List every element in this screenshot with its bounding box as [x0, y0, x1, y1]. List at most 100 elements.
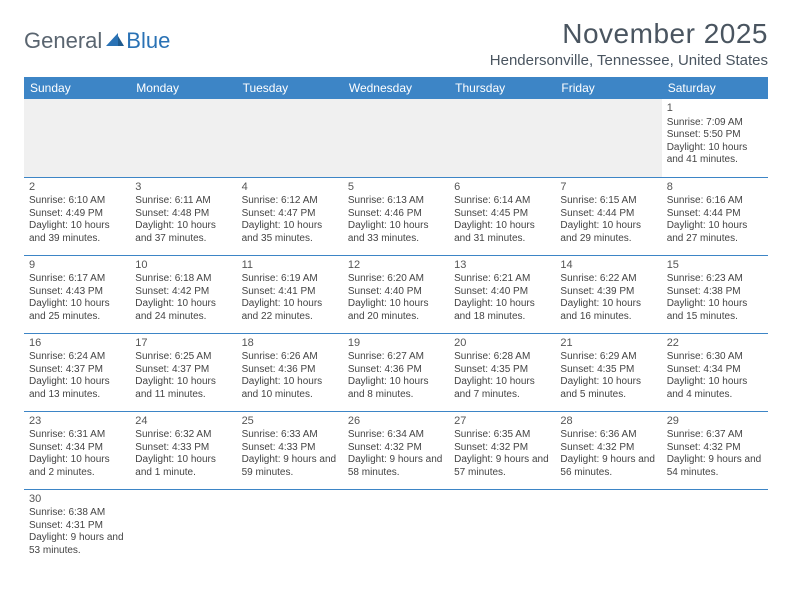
day-sunrise: Sunrise: 6:25 AM [135, 351, 231, 364]
calendar-cell: 9Sunrise: 6:17 AMSunset: 4:43 PMDaylight… [24, 255, 130, 333]
day-sunrise: Sunrise: 6:36 AM [560, 429, 656, 442]
day-daylight: Daylight: 10 hours and 5 minutes. [560, 376, 656, 401]
day-daylight: Daylight: 10 hours and 16 minutes. [560, 298, 656, 323]
day-sunset: Sunset: 4:37 PM [29, 364, 125, 377]
day-daylight: Daylight: 10 hours and 29 minutes. [560, 220, 656, 245]
day-daylight: Daylight: 10 hours and 20 minutes. [348, 298, 444, 323]
weekday-header: Friday [555, 77, 661, 99]
calendar-cell: 27Sunrise: 6:35 AMSunset: 4:32 PMDayligh… [449, 411, 555, 489]
day-sunrise: Sunrise: 6:13 AM [348, 195, 444, 208]
day-daylight: Daylight: 10 hours and 18 minutes. [454, 298, 550, 323]
day-sunset: Sunset: 5:50 PM [667, 129, 763, 142]
day-daylight: Daylight: 9 hours and 59 minutes. [242, 454, 338, 479]
day-sunrise: Sunrise: 6:19 AM [242, 273, 338, 286]
day-sunrise: Sunrise: 6:37 AM [667, 429, 763, 442]
day-sunset: Sunset: 4:48 PM [135, 208, 231, 221]
calendar-row: 2Sunrise: 6:10 AMSunset: 4:49 PMDaylight… [24, 177, 768, 255]
page-header: General Blue November 2025 Hendersonvill… [24, 18, 768, 69]
calendar-cell: 1Sunrise: 7:09 AMSunset: 5:50 PMDaylight… [662, 99, 768, 177]
location-text: Hendersonville, Tennessee, United States [490, 52, 768, 69]
day-sunset: Sunset: 4:44 PM [560, 208, 656, 221]
day-daylight: Daylight: 10 hours and 37 minutes. [135, 220, 231, 245]
calendar-cell: 29Sunrise: 6:37 AMSunset: 4:32 PMDayligh… [662, 411, 768, 489]
day-number: 19 [348, 337, 444, 351]
calendar-cell: 16Sunrise: 6:24 AMSunset: 4:37 PMDayligh… [24, 333, 130, 411]
calendar-table: Sunday Monday Tuesday Wednesday Thursday… [24, 77, 768, 567]
day-number: 2 [29, 181, 125, 195]
day-number: 29 [667, 415, 763, 429]
calendar-cell: 10Sunrise: 6:18 AMSunset: 4:42 PMDayligh… [130, 255, 236, 333]
calendar-cell [130, 489, 236, 567]
day-number: 18 [242, 337, 338, 351]
day-sunset: Sunset: 4:34 PM [667, 364, 763, 377]
day-daylight: Daylight: 10 hours and 4 minutes. [667, 376, 763, 401]
calendar-cell: 21Sunrise: 6:29 AMSunset: 4:35 PMDayligh… [555, 333, 661, 411]
day-sunrise: Sunrise: 6:26 AM [242, 351, 338, 364]
calendar-cell: 5Sunrise: 6:13 AMSunset: 4:46 PMDaylight… [343, 177, 449, 255]
calendar-row: 30Sunrise: 6:38 AMSunset: 4:31 PMDayligh… [24, 489, 768, 567]
calendar-cell: 12Sunrise: 6:20 AMSunset: 4:40 PMDayligh… [343, 255, 449, 333]
calendar-row: 23Sunrise: 6:31 AMSunset: 4:34 PM Dayligh… [24, 411, 768, 489]
day-sunset: Sunset: 4:34 PM [29, 442, 125, 455]
day-number: 7 [560, 181, 656, 195]
day-sunrise: Sunrise: 6:15 AM [560, 195, 656, 208]
day-sunset: Sunset: 4:32 PM [454, 442, 550, 455]
day-sunset: Sunset: 4:32 PM [667, 442, 763, 455]
day-daylight: Daylight: 10 hours and 22 minutes. [242, 298, 338, 323]
day-sunrise: Sunrise: 6:31 AM [29, 429, 125, 442]
day-number: 13 [454, 259, 550, 273]
day-sunrise: Sunrise: 6:17 AM [29, 273, 125, 286]
day-daylight: Daylight: 10 hours and 13 minutes. [29, 376, 125, 401]
day-sunset: Sunset: 4:49 PM [29, 208, 125, 221]
day-sunset: Sunset: 4:35 PM [454, 364, 550, 377]
day-sunrise: Sunrise: 6:24 AM [29, 351, 125, 364]
day-sunset: Sunset: 4:33 PM [135, 442, 231, 455]
day-sunrise: Sunrise: 6:22 AM [560, 273, 656, 286]
day-sunset: Sunset: 4:32 PM [560, 442, 656, 455]
calendar-cell: 23Sunrise: 6:31 AMSunset: 4:34 PMDayligh… [24, 411, 130, 489]
day-sunset: Sunset: 4:37 PM [135, 364, 231, 377]
day-sunset: Sunset: 4:33 PM [242, 442, 338, 455]
day-sunrise: Sunrise: 6:33 AM [242, 429, 338, 442]
day-sunset: Sunset: 4:40 PM [454, 286, 550, 299]
day-sunrise: Sunrise: 6:29 AM [560, 351, 656, 364]
day-sunset: Sunset: 4:35 PM [560, 364, 656, 377]
day-sunrise: Sunrise: 6:12 AM [242, 195, 338, 208]
day-number: 1 [667, 102, 763, 116]
calendar-cell [237, 489, 343, 567]
logo: General Blue [24, 28, 170, 54]
calendar-cell: 17Sunrise: 6:25 AMSunset: 4:37 PMDayligh… [130, 333, 236, 411]
day-daylight: Daylight: 10 hours and 24 minutes. [135, 298, 231, 323]
day-number: 3 [135, 181, 231, 195]
day-sunset: Sunset: 4:32 PM [348, 442, 444, 455]
calendar-cell: 19Sunrise: 6:27 AMSunset: 4:36 PMDayligh… [343, 333, 449, 411]
day-number: 4 [242, 181, 338, 195]
day-number: 21 [560, 337, 656, 351]
weekday-header: Wednesday [343, 77, 449, 99]
day-daylight: Daylight: 10 hours and 1 minute. [135, 454, 231, 479]
day-number: 9 [29, 259, 125, 273]
day-sunset: Sunset: 4:44 PM [667, 208, 763, 221]
calendar-row: 1Sunrise: 7:09 AMSunset: 5:50 PMDaylight… [24, 99, 768, 177]
day-number: 22 [667, 337, 763, 351]
calendar-cell: 11Sunrise: 6:19 AMSunset: 4:41 PMDayligh… [237, 255, 343, 333]
calendar-cell: 3Sunrise: 6:11 AMSunset: 4:48 PMDaylight… [130, 177, 236, 255]
day-daylight: Daylight: 10 hours and 35 minutes. [242, 220, 338, 245]
day-sunrise: Sunrise: 6:38 AM [29, 507, 125, 520]
calendar-row: 16Sunrise: 6:24 AMSunset: 4:37 PMDayligh… [24, 333, 768, 411]
calendar-cell: 24Sunrise: 6:32 AMSunset: 4:33 PMDayligh… [130, 411, 236, 489]
day-daylight: Daylight: 10 hours and 11 minutes. [135, 376, 231, 401]
day-sunrise: Sunrise: 6:32 AM [135, 429, 231, 442]
day-sunset: Sunset: 4:36 PM [242, 364, 338, 377]
calendar-cell: 8Sunrise: 6:16 AMSunset: 4:44 PMDaylight… [662, 177, 768, 255]
day-number: 23 [29, 415, 125, 429]
day-daylight: Daylight: 10 hours and 27 minutes. [667, 220, 763, 245]
calendar-cell [662, 489, 768, 567]
day-sunset: Sunset: 4:43 PM [29, 286, 125, 299]
calendar-cell [555, 489, 661, 567]
day-sunrise: Sunrise: 6:18 AM [135, 273, 231, 286]
day-daylight: Daylight: 10 hours and 25 minutes. [29, 298, 125, 323]
calendar-row: 9Sunrise: 6:17 AMSunset: 4:43 PMDaylight… [24, 255, 768, 333]
day-sunrise: Sunrise: 6:21 AM [454, 273, 550, 286]
day-sunset: Sunset: 4:39 PM [560, 286, 656, 299]
